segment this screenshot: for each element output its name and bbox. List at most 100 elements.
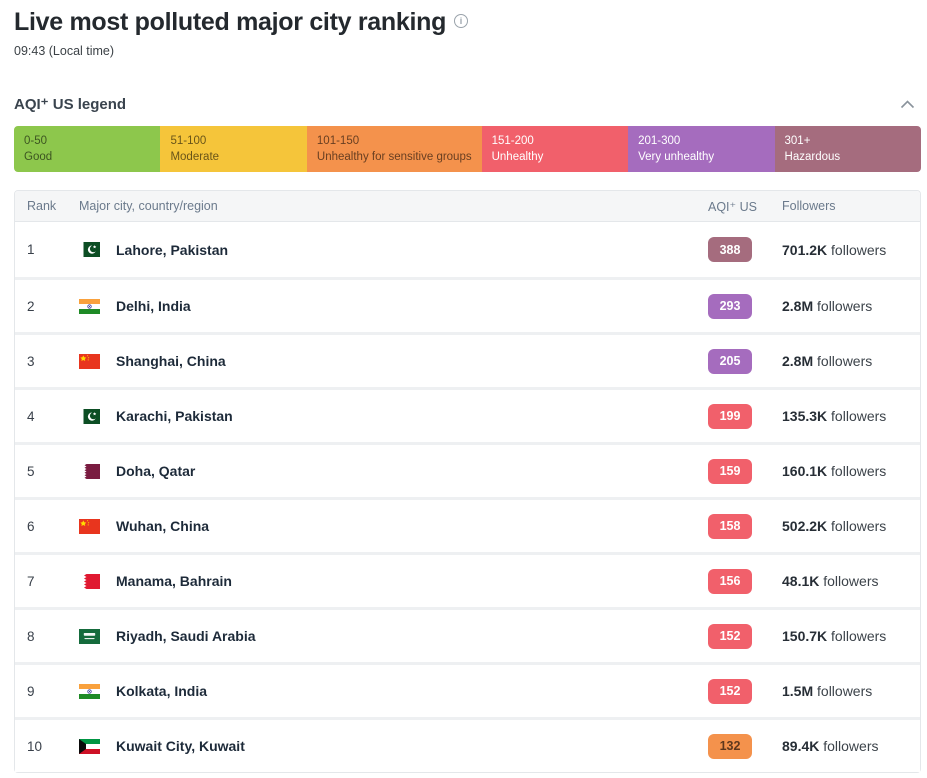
aqi-badge: 388 xyxy=(708,237,752,262)
city-name: Karachi, Pakistan xyxy=(116,408,233,424)
city-name: Delhi, India xyxy=(116,298,191,314)
aqi-badge: 152 xyxy=(708,623,752,649)
legend-heading: AQI⁺ US legend xyxy=(14,96,127,113)
aqi-cell: 388 xyxy=(708,237,782,262)
collapse-legend-button[interactable] xyxy=(896,98,919,111)
followers-count: 89.4K xyxy=(782,738,820,754)
city-name: Doha, Qatar xyxy=(116,463,196,479)
country-flag-icon xyxy=(79,628,100,644)
city-cell: Karachi, Pakistan xyxy=(67,408,708,424)
city-name: Wuhan, China xyxy=(116,518,210,534)
rank-cell: 1 xyxy=(27,242,35,257)
city-name: Manama, Bahrain xyxy=(116,573,232,589)
aqi-cell: 158 xyxy=(708,513,782,539)
table-row[interactable]: 10 Kuwait City, Kuwait 132 89.4K followe… xyxy=(15,717,920,772)
legend-range: 301+ xyxy=(784,135,811,147)
legend-range: 51-100 xyxy=(170,135,207,147)
table-row[interactable]: 3 Shanghai, China 205 2.8M followers xyxy=(15,332,920,387)
city-name: Lahore, Pakistan xyxy=(116,241,229,258)
followers-label: followers xyxy=(827,628,887,644)
followers-label: followers xyxy=(827,241,887,258)
followers-cell: 150.7K followers xyxy=(782,628,920,644)
table-row[interactable]: 6 Wuhan, China 158 502.2K followers xyxy=(15,497,920,552)
aqi-cell: 293 xyxy=(708,293,782,319)
legend-range: 0-50 xyxy=(24,135,48,147)
page-header: Live most polluted major city ranking i … xyxy=(14,6,921,58)
legend-range: 201-300 xyxy=(638,135,681,147)
legend-item: 0-50 Good xyxy=(14,126,161,172)
followers-count: 502.2K xyxy=(782,518,828,534)
followers-label: followers xyxy=(819,738,879,754)
country-flag-icon xyxy=(79,353,100,369)
followers-label: followers xyxy=(827,408,887,424)
city-cell: Kolkata, India xyxy=(67,683,708,699)
aqi-badge: 158 xyxy=(708,513,752,539)
aqi-badge: 156 xyxy=(708,568,752,594)
rank-cell: 2 xyxy=(27,298,35,314)
followers-count: 2.8M xyxy=(782,298,814,314)
table-row[interactable]: 1 Lahore, Pakistan 388 701.2K followers xyxy=(15,222,920,277)
table-header: Rank Major city, country/region AQI⁺ US … xyxy=(15,191,920,222)
followers-cell: 701.2K followers xyxy=(782,242,920,258)
followers-cell: 2.8M followers xyxy=(782,353,920,369)
country-flag-icon xyxy=(79,518,100,534)
city-name: Kolkata, India xyxy=(116,683,208,699)
followers-cell: 48.1K followers xyxy=(782,573,920,589)
aqi-cell: 199 xyxy=(708,403,782,429)
table-row[interactable]: 5 Doha, Qatar 159 160.1K followers xyxy=(15,442,920,497)
followers-label: followers xyxy=(819,573,879,589)
header-rank: Rank xyxy=(27,199,57,213)
legend-range: 151-200 xyxy=(491,135,534,147)
country-flag-icon xyxy=(79,683,100,699)
city-name: Riyadh, Saudi Arabia xyxy=(116,628,256,644)
legend-label: Good xyxy=(24,151,53,163)
country-flag-icon xyxy=(79,463,100,479)
aqi-badge: 199 xyxy=(708,403,752,429)
legend-label: Moderate xyxy=(170,151,220,163)
table-row[interactable]: 9 Kolkata, India 152 1.5M followers xyxy=(15,662,920,717)
followers-cell: 135.3K followers xyxy=(782,408,920,424)
followers-count: 160.1K xyxy=(782,463,828,479)
country-flag-icon xyxy=(79,573,100,589)
rank-cell: 10 xyxy=(27,738,43,754)
legend-item: 301+ Hazardous xyxy=(774,126,921,172)
city-cell: Doha, Qatar xyxy=(67,463,708,479)
legend-item: 51-100 Moderate xyxy=(160,126,307,172)
followers-count: 1.5M xyxy=(782,683,814,699)
table-row[interactable]: 7 Manama, Bahrain 156 48.1K followers xyxy=(15,552,920,607)
table-row[interactable]: 4 Karachi, Pakistan 199 135.3K followers xyxy=(15,387,920,442)
city-cell: Wuhan, China xyxy=(67,518,708,534)
aqi-badge: 159 xyxy=(708,458,752,484)
followers-count: 701.2K xyxy=(782,241,828,258)
city-cell: Delhi, India xyxy=(67,298,708,314)
rank-cell: 7 xyxy=(27,573,35,589)
rank-cell: 5 xyxy=(27,463,35,479)
rank-cell: 9 xyxy=(27,683,35,699)
aqi-badge: 132 xyxy=(708,733,752,759)
country-flag-icon xyxy=(79,242,100,257)
table-row[interactable]: 2 Delhi, India 293 2.8M followers xyxy=(15,277,920,332)
followers-cell: 502.2K followers xyxy=(782,518,920,534)
header-aqi: AQI⁺ US xyxy=(708,199,757,214)
followers-count: 2.8M xyxy=(782,353,814,369)
followers-count: 48.1K xyxy=(782,573,820,589)
aqi-legend-section: AQI⁺ US legend 0-50 Good 51-100 Moderate… xyxy=(14,95,921,172)
city-cell: Riyadh, Saudi Arabia xyxy=(67,628,708,644)
followers-cell: 160.1K followers xyxy=(782,463,920,479)
country-flag-icon xyxy=(79,738,100,754)
info-icon[interactable]: i xyxy=(454,14,469,28)
city-cell: Lahore, Pakistan xyxy=(67,242,708,258)
aqi-cell: 132 xyxy=(708,733,782,759)
followers-label: followers xyxy=(813,683,873,699)
legend-range: 101-150 xyxy=(316,135,360,147)
rank-cell: 4 xyxy=(27,408,35,424)
local-time: 09:43 (Local time) xyxy=(14,44,115,58)
chevron-up-icon xyxy=(900,99,915,108)
aqi-cell: 152 xyxy=(708,623,782,649)
followers-count: 135.3K xyxy=(782,408,828,424)
table-row[interactable]: 8 Riyadh, Saudi Arabia 152 150.7K follow… xyxy=(15,607,920,662)
table-body: 1 Lahore, Pakistan 388 701.2K followers … xyxy=(15,222,920,772)
city-name: Kuwait City, Kuwait xyxy=(116,738,245,754)
legend-label: Unhealthy xyxy=(491,151,544,163)
